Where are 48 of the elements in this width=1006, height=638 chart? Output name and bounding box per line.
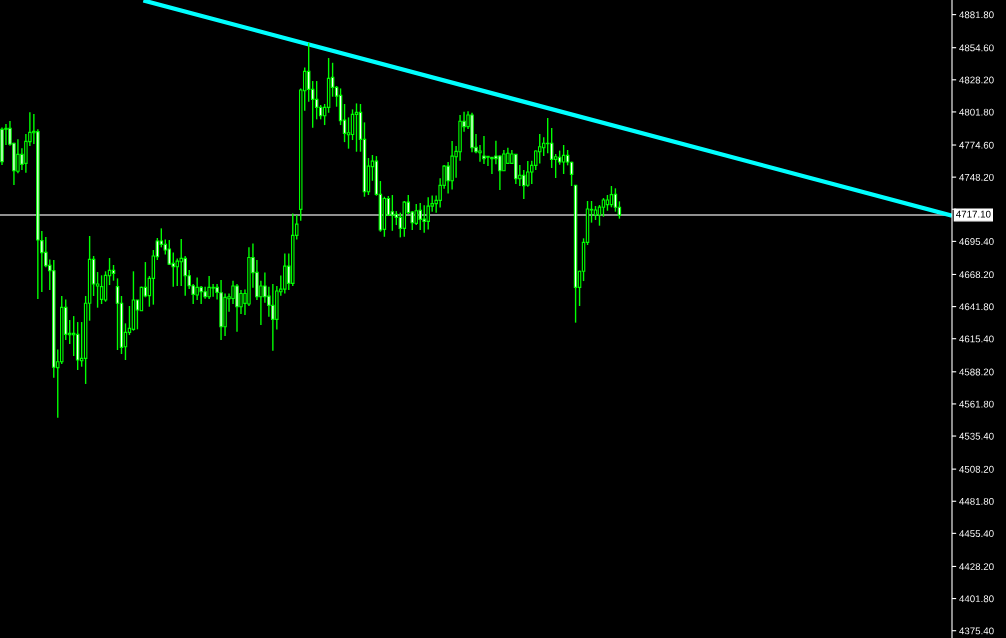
candlestick bbox=[490, 156, 494, 175]
y-tick-label: 4588.20 bbox=[959, 368, 994, 376]
y-tick-label: 4375.40 bbox=[959, 627, 994, 635]
candlestick bbox=[239, 289, 243, 315]
y-tick-label: 4854.60 bbox=[959, 44, 994, 52]
candlestick bbox=[283, 252, 287, 295]
y-tick-label: 4428.20 bbox=[959, 563, 994, 571]
candlestick bbox=[195, 276, 199, 301]
y-tick-label: 4881.80 bbox=[959, 11, 994, 19]
candlestick bbox=[522, 169, 526, 200]
candlestick bbox=[414, 203, 419, 226]
candlestick bbox=[486, 155, 490, 167]
y-tick-label: 4801.80 bbox=[959, 108, 994, 116]
candlestick bbox=[235, 283, 239, 333]
candlestick bbox=[426, 196, 430, 231]
y-tick-label: 4615.40 bbox=[959, 335, 994, 343]
y-tick-label: 4401.80 bbox=[959, 595, 994, 603]
y-tick-label: 4508.20 bbox=[959, 465, 994, 473]
candlestick bbox=[346, 116, 351, 150]
y-tick-label: 4668.20 bbox=[959, 271, 994, 279]
candlestick bbox=[390, 194, 395, 232]
candlestick bbox=[354, 102, 359, 153]
ref-line-label: 4717.10 bbox=[956, 210, 991, 218]
y-tick-label: 4481.80 bbox=[959, 497, 994, 505]
y-tick-label: 4561.80 bbox=[959, 400, 994, 408]
y-tick-label: 4828.20 bbox=[959, 76, 994, 84]
candlestick bbox=[179, 238, 183, 287]
y-tick-label: 4535.40 bbox=[959, 432, 994, 440]
y-tick-label: 4774.60 bbox=[959, 141, 994, 149]
y-tick-label: 4641.80 bbox=[959, 303, 994, 311]
candlestick bbox=[211, 283, 215, 298]
candlestick bbox=[537, 133, 542, 165]
candlestick bbox=[601, 197, 606, 218]
candlestick bbox=[171, 251, 176, 288]
candlestick bbox=[418, 202, 422, 231]
y-tick-label: 4455.40 bbox=[959, 530, 994, 537]
candlestick bbox=[526, 160, 530, 188]
candlestick bbox=[314, 80, 319, 121]
candlestick bbox=[199, 285, 203, 305]
candlestick bbox=[207, 275, 211, 300]
candlestick bbox=[482, 135, 486, 165]
candlestick bbox=[502, 149, 506, 172]
candlestick bbox=[561, 144, 566, 175]
candlestick bbox=[422, 204, 426, 234]
candlestick bbox=[167, 239, 172, 266]
y-tick-label: 4695.40 bbox=[959, 238, 994, 245]
candlestick bbox=[271, 283, 275, 352]
y-tick-label: 4748.20 bbox=[959, 173, 994, 181]
